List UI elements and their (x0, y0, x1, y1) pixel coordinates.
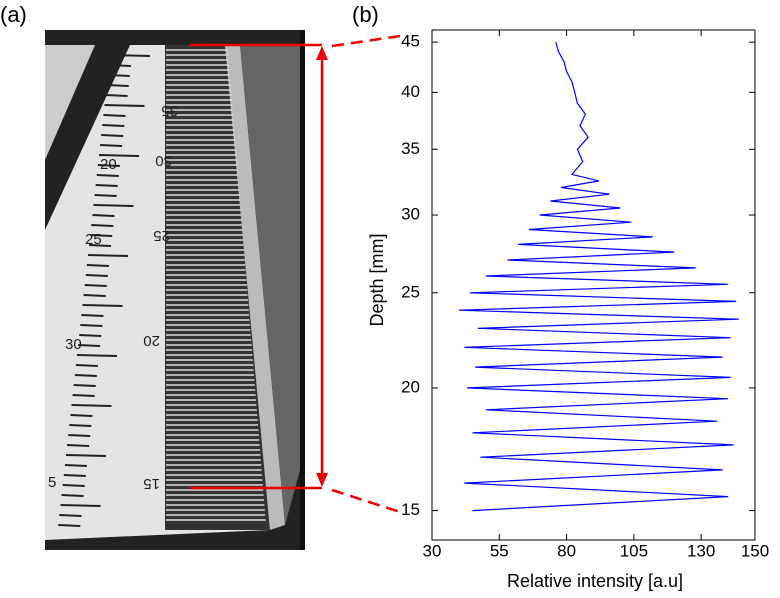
ruler-label: 20 (100, 156, 117, 173)
ruler-tick (60, 504, 101, 507)
x-tick-label: 105 (620, 541, 648, 560)
ruler-tick (91, 224, 114, 227)
arrow-head (316, 46, 328, 60)
y-tick-label: 40 (401, 82, 420, 101)
ruler-tick (83, 294, 106, 297)
x-tick-label: 130 (687, 541, 715, 560)
dashed-link (331, 488, 401, 514)
ruler-tick (76, 354, 118, 357)
ruler-tick (62, 484, 85, 487)
x-tick-label: 80 (557, 541, 576, 560)
ruler-tick (101, 134, 124, 137)
ruler-label: 5 (48, 474, 56, 491)
ruler-tick (107, 74, 130, 77)
ruler-tick (97, 164, 120, 167)
ruler-tick (71, 404, 112, 407)
ruler-tick (103, 114, 126, 117)
ruler-tick (70, 414, 93, 417)
y-tick-label: 30 (401, 205, 420, 224)
ruler-stripes (165, 45, 270, 530)
ruler-label: 20 (143, 332, 160, 349)
ruler-label: 15 (143, 475, 160, 492)
ruler-tick (74, 374, 97, 377)
ruler-tick (109, 54, 151, 57)
dashed-link (331, 34, 401, 48)
ruler-tick (82, 304, 123, 307)
ruler-tick (75, 364, 98, 367)
ruler-tick (72, 394, 95, 397)
ruler-tick (90, 234, 113, 237)
ruler-tick (63, 474, 86, 477)
ruler-tick (89, 244, 112, 247)
ruler-left (45, 45, 95, 160)
photo: 30 25 20 5 15 20 25 30 35 (45, 30, 305, 550)
ruler-label: 30 (155, 152, 172, 169)
x-tick-label: 55 (490, 541, 509, 560)
ruler-tick (59, 514, 82, 517)
ruler-tick (64, 464, 87, 467)
ruler-tick (108, 64, 131, 67)
ruler-label: 30 (65, 336, 82, 353)
ruler-tick (102, 124, 125, 127)
photo-side (240, 45, 300, 525)
ruler-tick (94, 194, 117, 197)
ruler-label: 25 (153, 227, 170, 244)
x-tick-label: 30 (423, 541, 442, 560)
plot-frame (431, 29, 756, 541)
ruler-tick (98, 154, 140, 157)
ruler-label: 35 (161, 102, 178, 119)
y-axis-label: Depth [mm] (367, 233, 387, 326)
ruler-tick (105, 94, 128, 97)
panel-label: (b) (352, 2, 379, 27)
annotation (190, 34, 401, 514)
ruler-tick (58, 524, 81, 527)
ruler-tick (69, 424, 92, 427)
ruler-edge (225, 45, 285, 530)
ruler-tick (87, 254, 129, 257)
panel-label: (a) (0, 2, 27, 27)
ruler-tick (84, 284, 107, 287)
x-tick-label: 150 (741, 541, 769, 560)
ruler-tick (100, 144, 123, 147)
ruler-tick (96, 174, 119, 177)
y-tick-label: 15 (401, 500, 420, 519)
ruler-tick (92, 214, 115, 217)
ruler-tick (93, 204, 134, 207)
y-tick-label: 20 (401, 377, 420, 396)
ruler-tick (73, 384, 96, 387)
ruler-tick (67, 444, 90, 447)
y-tick-label: 45 (401, 32, 420, 51)
ruler-tick (79, 334, 102, 337)
arrow-head (316, 473, 328, 487)
ruler-tick (85, 274, 108, 277)
ruler-tick (106, 84, 129, 87)
y-tick-label: 25 (401, 282, 420, 301)
ruler-tick (95, 184, 118, 187)
ruler-tick (65, 454, 107, 457)
data-line (458, 41, 739, 512)
ruler-tick (61, 494, 84, 497)
ruler-tick (68, 434, 91, 437)
ruler-tick (104, 104, 145, 107)
y-tick-label: 35 (401, 139, 420, 158)
ruler-tick (86, 264, 109, 267)
x-axis-label: Relative intensity [a.u] (507, 571, 683, 591)
ruler-tick (80, 324, 103, 327)
ruler-label: 25 (85, 231, 102, 248)
ruler-tick (81, 314, 104, 317)
ruler-tick (78, 344, 101, 347)
